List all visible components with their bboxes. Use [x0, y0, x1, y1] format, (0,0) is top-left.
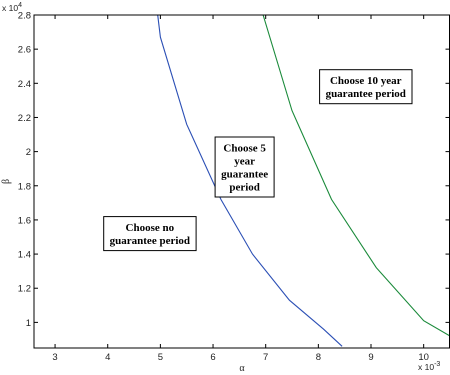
- y-tick-label: 2: [26, 147, 31, 158]
- y-multiplier-exponent: 4: [18, 2, 22, 9]
- y-tick-label: 2.2: [18, 113, 31, 124]
- axis-ticks: 3 4 5 6 7 8 9 10 1 1.2 1.4 1.6 1.8 2 2.2 2.4 2.6 2.8: [18, 11, 450, 363]
- y-axis-multiplier: x 104: [2, 2, 22, 13]
- annotation-line: Choose 10 year: [330, 75, 402, 87]
- annotation-line: guarantee period: [326, 88, 406, 100]
- y-tick-label: 1.2: [18, 284, 31, 295]
- x-axis-multiplier: x 10-3: [418, 361, 440, 372]
- y-tick-label: 1: [26, 318, 31, 329]
- x-tick-label: 3: [52, 352, 57, 363]
- x-tick-label: 6: [210, 352, 215, 363]
- x-multiplier-base: x 10: [418, 362, 434, 372]
- x-tick-label: 5: [158, 352, 163, 363]
- annotation-line: guarantee period: [110, 235, 190, 247]
- y-tick-label: 2.8: [18, 11, 31, 22]
- x-multiplier-exponent: -3: [434, 361, 440, 368]
- annotation-line: period: [229, 181, 260, 193]
- y-axis-label: β: [1, 179, 12, 184]
- y-multiplier-base: x 10: [2, 3, 18, 13]
- annotation-frame: [319, 69, 413, 105]
- series-line-2: [262, 14, 450, 337]
- y-tick-label: 1.6: [18, 215, 31, 226]
- series-line-1: [157, 14, 343, 347]
- annotation-frame: [103, 216, 197, 252]
- y-tick-label: 2.4: [18, 79, 31, 90]
- x-tick-label: 9: [368, 352, 373, 363]
- x-tick-label: 8: [316, 352, 321, 363]
- annotation-line: Choose 5: [223, 142, 266, 154]
- x-axis-label: α: [239, 363, 245, 374]
- axis-labels: α β x 10-3 x 104: [1, 2, 440, 374]
- series-lines: [157, 14, 450, 347]
- x-tick-label: 10: [418, 352, 429, 363]
- annotation-line: Choose no: [126, 222, 175, 234]
- annotation-frame: [214, 136, 275, 198]
- annotation-line: guarantee: [221, 168, 268, 180]
- y-tick-label: 1.4: [18, 250, 31, 261]
- x-tick-label: 4: [105, 352, 110, 363]
- y-tick-label: 2.6: [18, 45, 31, 56]
- x-tick-label: 7: [263, 352, 268, 363]
- y-tick-label: 1.8: [18, 181, 31, 192]
- annotation-line: year: [234, 155, 255, 167]
